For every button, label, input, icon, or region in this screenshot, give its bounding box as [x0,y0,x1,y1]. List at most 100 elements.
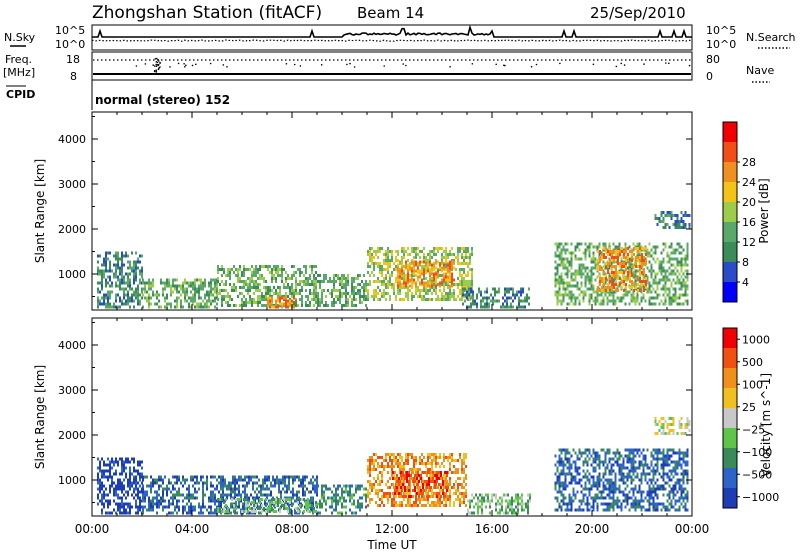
power-cell [311,268,313,271]
velocity-cell [133,487,135,491]
power-cell [206,302,208,306]
velocity-cell [156,502,158,506]
power-cell [429,269,431,273]
velocity-cell [127,511,129,515]
power-cell [437,269,439,273]
power-cell [441,260,443,264]
velocity-cell [115,457,117,461]
power-cell [645,247,647,250]
power-cell [676,217,679,220]
velocity-cell [252,487,254,491]
velocity-cell [162,487,164,491]
power-cell [411,247,413,250]
power-cell [379,271,381,274]
velocity-cell [278,484,280,488]
power-cell [609,250,611,253]
velocity-cell [239,498,241,501]
power-cell [241,292,243,295]
velocity-cell [393,453,395,456]
power-cell [206,305,208,309]
velocity-cell [232,475,234,479]
power-cell [605,262,607,265]
power-cell [621,247,623,250]
power-cell [658,269,661,273]
power-cell [615,265,617,268]
power-cell [588,278,591,282]
power-cell [101,263,103,267]
velocity-cell [107,457,109,461]
nave-tick-high: 80 [706,53,720,66]
power-cell [391,286,393,289]
power-cell [369,274,371,277]
nave-point [155,61,158,63]
power-cell [666,287,669,291]
velocity-cell [393,486,395,489]
velocity-cell [451,459,453,462]
power-cell [411,298,413,301]
velocity-cell [527,508,529,512]
power-cell [556,290,559,294]
velocity-cell [437,504,439,507]
power-cell [411,269,413,273]
velocity-cell [260,493,262,497]
velocity-cell [294,475,296,479]
power-cell [301,289,303,292]
velocity-cell [395,501,397,504]
power-cell [127,296,129,300]
velocity-cell [413,456,415,459]
power-cell [409,278,411,282]
power-cell [301,304,303,307]
velocity-cell [202,487,204,491]
power-cell [146,296,148,300]
velocity-cell [562,448,565,452]
velocity-cell [319,499,321,503]
power-cell [135,287,137,291]
power-cell [423,289,425,292]
power-cell [622,293,625,297]
power-cell [97,254,99,258]
power-cell [307,283,309,286]
power-cell [662,257,665,261]
velocity-cell [285,498,287,501]
power-cell [672,287,675,291]
power-cell [119,272,121,276]
power-cell [668,214,671,217]
power-cell [277,274,279,277]
power-cell [297,268,299,271]
power-cell [609,280,611,283]
velocity-cell [424,471,426,474]
power-cell [325,301,327,304]
power-cell [461,274,463,277]
power-cell [480,299,482,303]
velocity-cell [123,463,125,467]
power-cell [564,290,567,294]
power-cell [584,251,587,255]
power-cell [590,257,593,261]
power-cell [639,262,641,265]
power-cell [229,298,231,301]
power-cell [115,293,117,297]
power-cell [137,293,139,297]
power-cell [180,305,182,309]
power-cell [172,284,174,288]
velocity-cell [399,489,401,492]
velocity-cell [117,508,119,512]
velocity-cell [304,475,306,479]
power-cell [643,247,645,250]
velocity-cell [435,459,437,462]
velocity-cell [184,505,186,509]
velocity-cell [115,460,117,464]
velocity-cell [409,486,411,489]
velocity-cell [367,468,369,471]
velocity-cell [285,501,287,504]
power-cell [413,247,415,250]
power-cell [472,290,474,294]
power-cell [313,283,315,286]
velocity-cell [440,471,442,474]
velocity-cell [299,504,301,507]
power-cell [325,277,327,280]
power-cell [97,260,99,264]
power-cell [233,265,235,268]
power-cell [441,253,443,256]
power-cell [287,295,289,298]
